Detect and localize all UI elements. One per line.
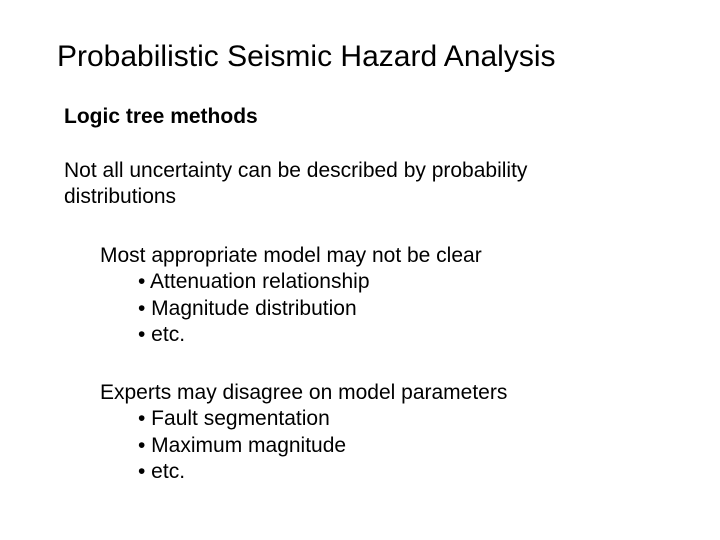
block-experts: Experts may disagree on model parameters… xyxy=(100,380,507,485)
slide-title: Probabilistic Seismic Hazard Analysis xyxy=(57,40,556,74)
list-item: • Maximum magnitude xyxy=(138,433,507,459)
block-models-bullets: • Attenuation relationship • Magnitude d… xyxy=(100,269,482,348)
slide: Probabilistic Seismic Hazard Analysis Lo… xyxy=(0,0,720,540)
block-models: Most appropriate model may not be clear … xyxy=(100,243,482,348)
slide-subtitle: Logic tree methods xyxy=(64,105,258,129)
block-experts-bullets: • Fault segmentation • Maximum magnitude… xyxy=(100,406,507,485)
list-item: • etc. xyxy=(138,459,507,485)
intro-paragraph: Not all uncertainty can be described by … xyxy=(64,158,624,211)
list-item: • Attenuation relationship xyxy=(138,269,482,295)
block-models-heading: Most appropriate model may not be clear xyxy=(100,243,482,269)
list-item: • etc. xyxy=(138,322,482,348)
list-item: • Fault segmentation xyxy=(138,406,507,432)
list-item: • Magnitude distribution xyxy=(138,296,482,322)
block-experts-heading: Experts may disagree on model parameters xyxy=(100,380,507,406)
